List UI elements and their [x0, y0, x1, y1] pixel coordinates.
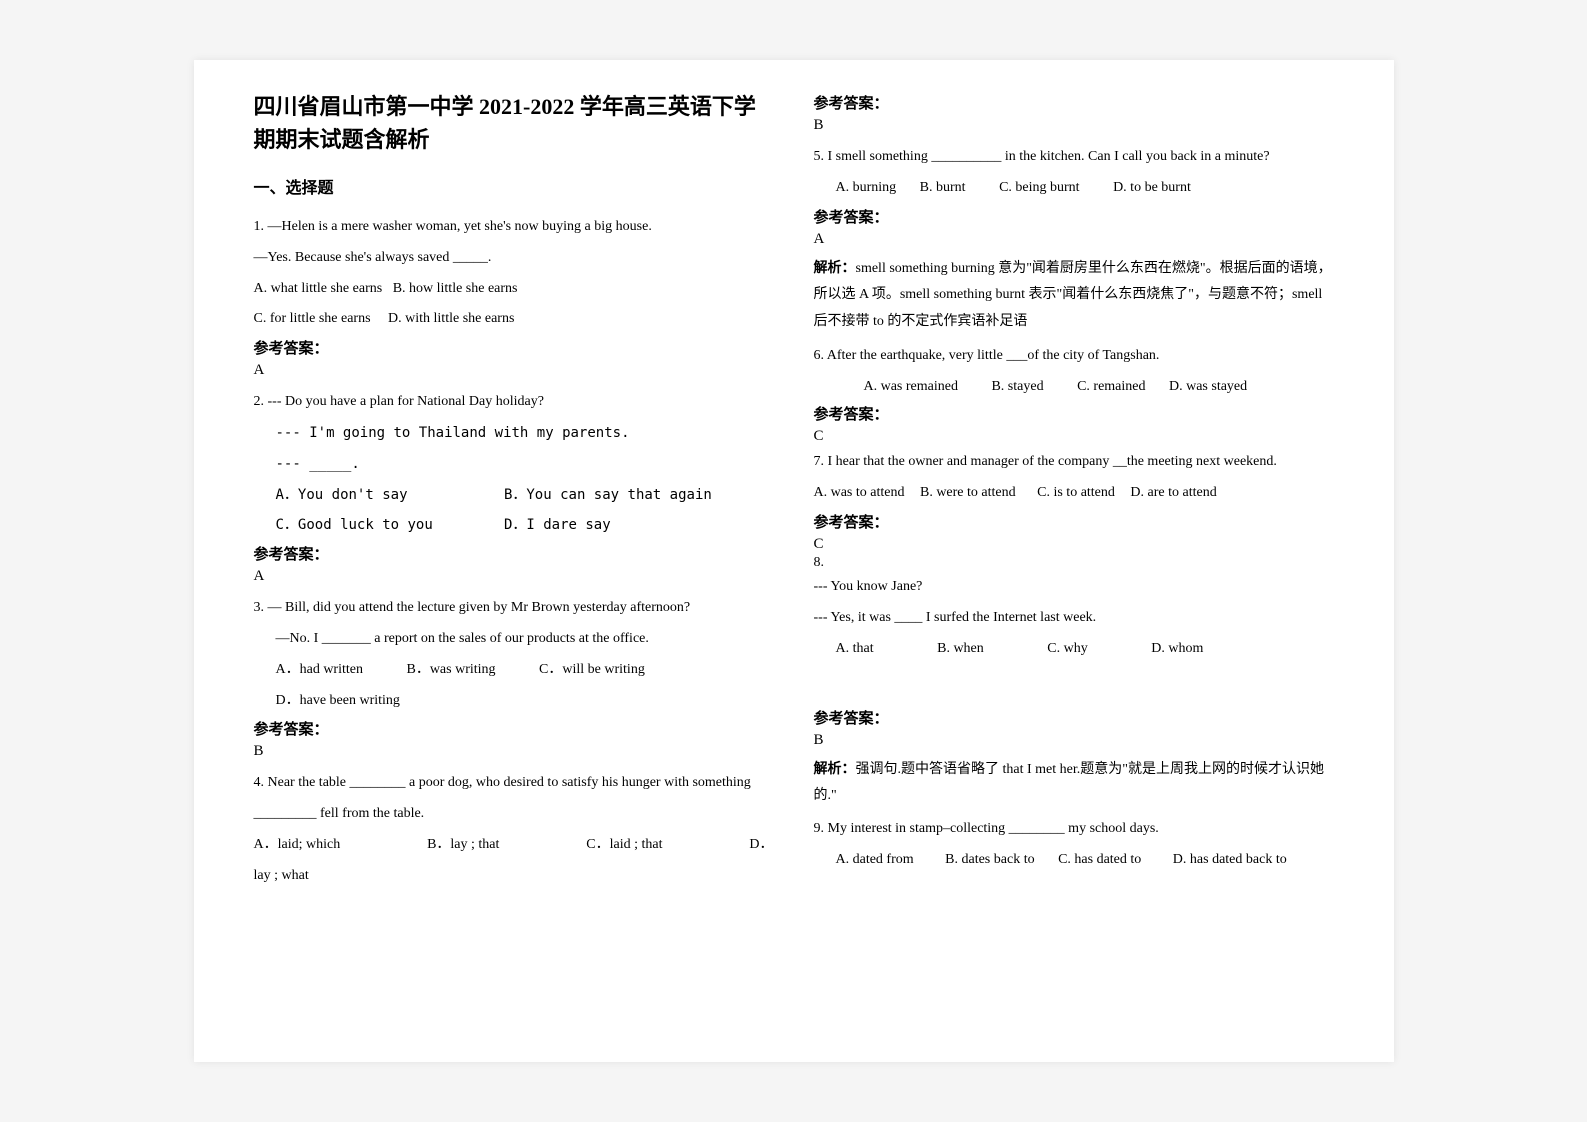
q6-line1: 6. After the earthquake, very little ___…: [814, 341, 1334, 372]
q1-optC: C. for little she earns: [254, 311, 371, 326]
q2-answer: A: [254, 568, 774, 585]
q5-optC: C. being burnt: [999, 173, 1080, 204]
q1-line1: 1. —Helen is a mere washer woman, yet sh…: [254, 212, 774, 243]
q3-optC: C．will be writing: [539, 655, 645, 686]
q3-options: A．had written B．was writing C．will be wr…: [254, 655, 774, 717]
q2-options-row2: C．Good luck to you D．I dare say: [254, 510, 774, 541]
q7-line1: 7. I hear that the owner and manager of …: [814, 447, 1334, 478]
q4-optD-cont: lay ; what: [254, 861, 774, 892]
q2-optC: C．Good luck to you: [276, 510, 496, 541]
q9-optC: C. has dated to: [1058, 845, 1141, 876]
q2-answer-label: 参考答案：: [254, 543, 774, 564]
q4-answer-label: 参考答案：: [814, 92, 1334, 113]
q3-line2: —No. I _______ a report on the sales of …: [254, 624, 774, 655]
q6-answer-label: 参考答案：: [814, 403, 1334, 424]
q5-optA: A. burning: [836, 173, 897, 204]
q8-analysis: 解析：强调句.题中答语省略了 that I met her.题意为"就是上周我上…: [814, 757, 1334, 810]
q1-options-row1: A. what little she earns B. how little s…: [254, 274, 774, 305]
q5-optB: B. burnt: [920, 173, 966, 204]
q3-line1: 3. — Bill, did you attend the lecture gi…: [254, 593, 774, 624]
left-column: 四川省眉山市第一中学 2021-2022 学年高三英语下学期期末试题含解析 一、…: [234, 90, 794, 1032]
q1-optD: D. with little she earns: [388, 311, 514, 326]
q4-answer: B: [814, 117, 1334, 134]
q3-optD: D．have been writing: [276, 686, 400, 717]
q8-answer: B: [814, 732, 1334, 749]
q5-line1: 5. I smell something __________ in the k…: [814, 142, 1334, 173]
q4-line1: 4. Near the table ________ a poor dog, w…: [254, 768, 774, 830]
q5-analysis: 解析：smell something burning 意为"闻着厨房里什么东西在…: [814, 256, 1334, 336]
q2-line3: --- _____.: [254, 449, 774, 480]
right-column: 参考答案： B 5. I smell something __________ …: [794, 90, 1354, 1032]
q5-optD: D. to be burnt: [1113, 173, 1191, 204]
q7-optD: D. are to attend: [1130, 478, 1216, 509]
q2-options-row1: A．You don't say B．You can say that again: [254, 480, 774, 511]
q3-answer-label: 参考答案：: [254, 718, 774, 739]
q6-answer: C: [814, 428, 1334, 445]
spacer: [814, 665, 1334, 705]
q7-options: A. was to attend B. were to attend C. is…: [814, 478, 1334, 509]
q1-answer: A: [254, 362, 774, 379]
q5-analysis-text: smell something burning 意为"闻着厨房里什么东西在燃烧"…: [814, 261, 1332, 329]
q2-optD: D．I dare say: [504, 517, 611, 533]
q1-optB: B. how little she earns: [393, 281, 518, 296]
q8-num: 8.: [814, 553, 1334, 573]
q4-options: A．laid; which B．lay ; that C．laid ; that…: [254, 830, 774, 861]
q8-line2: --- Yes, it was ____ I surfed the Intern…: [814, 603, 1334, 634]
q6-options: A. was remained B. stayed C. remained D.…: [814, 372, 1334, 403]
q3-optA: A．had written: [276, 655, 363, 686]
q8-line1: --- You know Jane?: [814, 572, 1334, 603]
q7-answer-label: 参考答案：: [814, 511, 1334, 532]
q8-analysis-label: 解析：: [814, 762, 856, 777]
q2-optA: A．You don't say: [276, 480, 496, 511]
q8-optB: B. when: [937, 634, 984, 665]
document-title: 四川省眉山市第一中学 2021-2022 学年高三英语下学期期末试题含解析: [254, 90, 774, 156]
q7-optA: A. was to attend: [814, 478, 905, 509]
q4-optB: B．lay ; that: [427, 830, 499, 861]
q6-optA: A. was remained: [864, 372, 958, 403]
q9-optD: D. has dated back to: [1173, 845, 1287, 876]
q8-analysis-text: 强调句.题中答语省略了 that I met her.题意为"就是上周我上网的时…: [814, 762, 1324, 804]
q5-analysis-label: 解析：: [814, 261, 856, 276]
q8-optD: D. whom: [1151, 634, 1203, 665]
q7-optB: B. were to attend: [920, 478, 1016, 509]
q8-options: A. that B. when C. why D. whom: [814, 634, 1334, 665]
q5-options: A. burning B. burnt C. being burnt D. to…: [814, 173, 1334, 204]
q3-optB: B．was writing: [406, 655, 495, 686]
q8-optA: A. that: [836, 634, 874, 665]
q1-options-row2: C. for little she earns D. with little s…: [254, 304, 774, 335]
q8-optC: C. why: [1047, 634, 1087, 665]
q8-answer-label: 参考答案：: [814, 707, 1334, 728]
q4-optC: C．laid ; that: [586, 830, 662, 861]
q7-optC: C. is to attend: [1037, 478, 1115, 509]
q1-line2: —Yes. Because she's always saved _____.: [254, 243, 774, 274]
q2-line2: --- I'm going to Thailand with my parent…: [254, 418, 774, 449]
q2-line1: 2. --- Do you have a plan for National D…: [254, 387, 774, 418]
q9-optB: B. dates back to: [945, 845, 1034, 876]
q1-answer-label: 参考答案：: [254, 337, 774, 358]
q4-optD-prefix: D．: [749, 830, 773, 861]
q6-optB: B. stayed: [991, 372, 1043, 403]
q5-answer: A: [814, 231, 1334, 248]
q7-answer: C: [814, 536, 1334, 553]
section-heading: 一、选择题: [254, 174, 774, 198]
page: 四川省眉山市第一中学 2021-2022 学年高三英语下学期期末试题含解析 一、…: [194, 60, 1394, 1062]
q6-optC: C. remained: [1077, 372, 1145, 403]
q2-optB: B．You can say that again: [504, 487, 712, 503]
q5-answer-label: 参考答案：: [814, 206, 1334, 227]
q6-optD: D. was stayed: [1169, 372, 1247, 403]
q9-line1: 9. My interest in stamp–collecting _____…: [814, 814, 1334, 845]
q1-optA: A. what little she earns: [254, 281, 383, 296]
q4-optA: A．laid; which: [254, 830, 341, 861]
q9-optA: A. dated from: [836, 845, 914, 876]
q3-answer: B: [254, 743, 774, 760]
q9-options: A. dated from B. dates back to C. has da…: [814, 845, 1334, 876]
